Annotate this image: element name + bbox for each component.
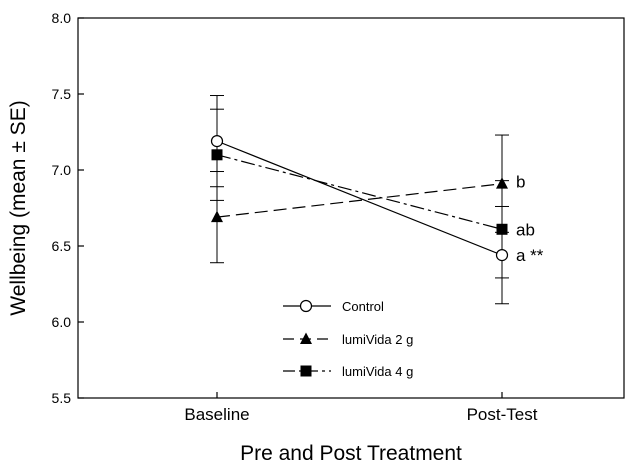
y-tick-label: 6.0 <box>52 314 72 330</box>
legend-marker <box>300 365 312 377</box>
y-axis: 5.5 6.0 6.5 7.0 7.5 8.0 <box>52 10 84 406</box>
legend-label: lumiVida 2 g <box>342 332 413 347</box>
significance-label: a ** <box>516 246 544 265</box>
y-tick-label: 7.5 <box>52 86 72 102</box>
x-tick-label: Post-Test <box>467 405 538 424</box>
significance-label: ab <box>516 220 535 239</box>
data-point <box>495 249 509 262</box>
series-line-1 <box>216 183 503 218</box>
data-point <box>211 210 223 223</box>
series-line-2 <box>216 154 503 230</box>
y-tick-label: 8.0 <box>52 10 72 26</box>
y-axis-title: Wellbeing (mean ± SE) <box>7 100 30 315</box>
data-point <box>211 149 223 161</box>
data-point <box>496 223 508 235</box>
error-bars <box>210 95 509 305</box>
legend-marker <box>299 299 313 313</box>
annotations: a ** b ab <box>516 173 544 265</box>
y-tick-label: 7.0 <box>52 162 72 178</box>
x-axis-title: Pre and Post Treatment <box>240 442 462 465</box>
series-lines <box>216 140 503 256</box>
legend-marker <box>300 332 312 344</box>
legend: Control lumiVida 2 g lumiVida 4 g <box>283 299 413 379</box>
x-axis: Baseline Post-Test <box>184 392 538 424</box>
series-markers <box>210 135 509 262</box>
series-line-0 <box>216 140 503 256</box>
data-point <box>496 177 508 189</box>
legend-label: Control <box>342 299 384 314</box>
y-tick-label: 5.5 <box>52 390 72 406</box>
x-tick-label: Baseline <box>184 405 249 424</box>
significance-label: b <box>516 173 525 192</box>
plot-frame <box>77 17 625 399</box>
legend-label: lumiVida 4 g <box>342 364 413 379</box>
y-tick-label: 6.5 <box>52 238 72 254</box>
data-point <box>210 135 224 148</box>
